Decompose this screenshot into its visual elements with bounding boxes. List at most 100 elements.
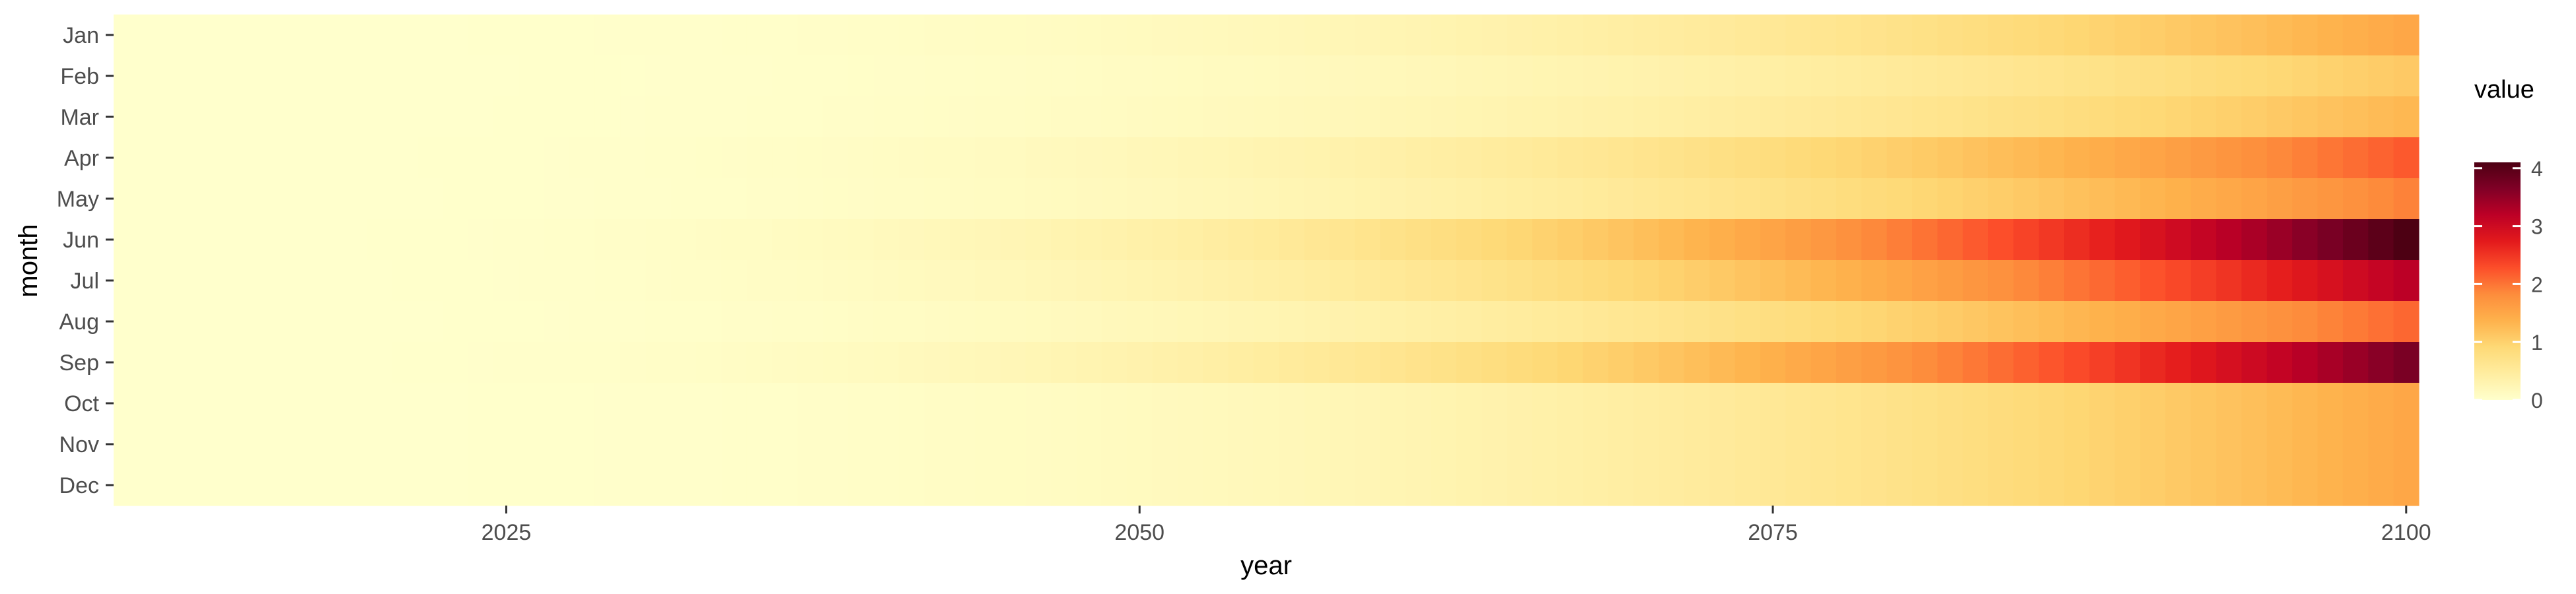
heatmap-cell (898, 465, 925, 506)
heatmap-cell (1557, 424, 1583, 465)
heatmap-cell (2140, 15, 2166, 56)
heatmap-cell (240, 465, 266, 506)
heatmap-cell (1101, 55, 1127, 97)
heatmap-cell (2368, 465, 2394, 506)
heatmap-cell (544, 424, 570, 465)
heatmap-cell (114, 301, 139, 343)
heatmap-cell (746, 383, 773, 424)
heatmap-cell (1051, 15, 1077, 56)
heatmap-cell (1785, 260, 1812, 302)
heatmap-cell (949, 301, 976, 343)
heatmap-cell (1507, 96, 1533, 138)
heatmap-cell (291, 55, 317, 97)
heatmap-cell (2114, 178, 2141, 220)
heatmap-cell (544, 465, 570, 506)
heatmap-cell (190, 178, 215, 220)
heatmap-cell (291, 424, 317, 465)
heatmap-cell (266, 96, 292, 138)
heatmap-cell (164, 342, 190, 383)
heatmap-cell (1228, 219, 1254, 261)
heatmap-cell (266, 301, 292, 343)
heatmap-cell (1127, 342, 1153, 383)
heatmap-cell (1810, 55, 1837, 97)
heatmap-cell (974, 342, 1001, 383)
heatmap-cell (139, 342, 165, 383)
heatmap-cell (1076, 178, 1102, 220)
heatmap-cell (443, 424, 469, 465)
heatmap-cell (797, 301, 824, 343)
heatmap-cell (1076, 260, 1102, 302)
heatmap-cell (2114, 219, 2141, 261)
heatmap-cell (1025, 383, 1052, 424)
heatmap-cell (772, 15, 799, 56)
heatmap-cell (2266, 178, 2293, 220)
heatmap-cell (1962, 137, 1989, 179)
heatmap-cell (1583, 424, 1609, 465)
heatmap-cell (316, 178, 342, 220)
legend-ticks: 0 1 2 3 4 (2474, 157, 2543, 412)
heatmap-cell (2393, 96, 2419, 138)
heatmap-cell (772, 219, 799, 261)
heatmap-cell (1507, 383, 1533, 424)
heatmap-cell (1735, 137, 1761, 179)
heatmap-cell (898, 55, 925, 97)
heatmap-cell (1709, 219, 1736, 261)
heatmap-cell (1051, 383, 1077, 424)
heatmap-cell (1355, 15, 1381, 56)
legend: value 0 1 2 3 4 (2474, 76, 2543, 412)
heatmap-cell (1456, 301, 1482, 343)
heatmap-cell (1076, 383, 1102, 424)
heatmap-cell (2393, 178, 2419, 220)
heatmap-cell (1279, 219, 1305, 261)
heatmap-cell (392, 424, 418, 465)
heatmap-cell (341, 424, 368, 465)
heatmap-cell (2393, 342, 2419, 383)
heatmap-cell (2114, 137, 2141, 179)
heatmap-cell (2266, 465, 2293, 506)
heatmap-cell (645, 342, 672, 383)
heatmap-cell (2038, 424, 2065, 465)
heatmap-cell (291, 383, 317, 424)
heatmap-cell (721, 383, 748, 424)
heatmap-cell (620, 55, 646, 97)
heatmap-cell (1735, 55, 1761, 97)
heatmap-cell (1886, 301, 1913, 343)
heatmap-cell (1405, 137, 1431, 179)
heatmap-cell (1810, 465, 1837, 506)
heatmap-cell (1127, 301, 1153, 343)
heatmap-cell (1000, 342, 1026, 383)
heatmap-cell (2038, 137, 2065, 179)
heatmap-cell (1557, 137, 1583, 179)
heatmap-cell (1886, 342, 1913, 383)
heatmap-cell (949, 178, 976, 220)
heatmap-cell (721, 465, 748, 506)
heatmap-cell (873, 342, 900, 383)
heatmap-cell (620, 137, 646, 179)
heatmap-cell (746, 15, 773, 56)
heatmap-cell (1810, 178, 1837, 220)
heatmap-cell (848, 301, 875, 343)
heatmap-cell (1937, 260, 1964, 302)
heatmap-cell (873, 260, 900, 302)
heatmap-cell (797, 178, 824, 220)
heatmap-cell (1836, 424, 1862, 465)
heatmap-cell (1684, 383, 1710, 424)
heatmap-cell (797, 424, 824, 465)
heatmap-cell (544, 219, 570, 261)
heatmap-cell (1025, 219, 1052, 261)
heatmap-cell (417, 260, 444, 302)
heatmap-cell (1152, 424, 1178, 465)
heatmap-cell (1861, 219, 1888, 261)
heatmap-cell (190, 137, 215, 179)
heatmap-cell (1481, 137, 1507, 179)
heatmap-cell (569, 424, 596, 465)
heatmap-cell (1405, 96, 1431, 138)
heatmap-cell (1380, 55, 1406, 97)
heatmap-cell (1937, 178, 1964, 220)
heatmap-cell (1380, 424, 1406, 465)
heatmap-cell (822, 465, 849, 506)
y-tick-label: Apr (64, 146, 99, 171)
heatmap-cell (1532, 219, 1558, 261)
heatmap-cell (2216, 96, 2242, 138)
heatmap-cell (1405, 178, 1431, 220)
